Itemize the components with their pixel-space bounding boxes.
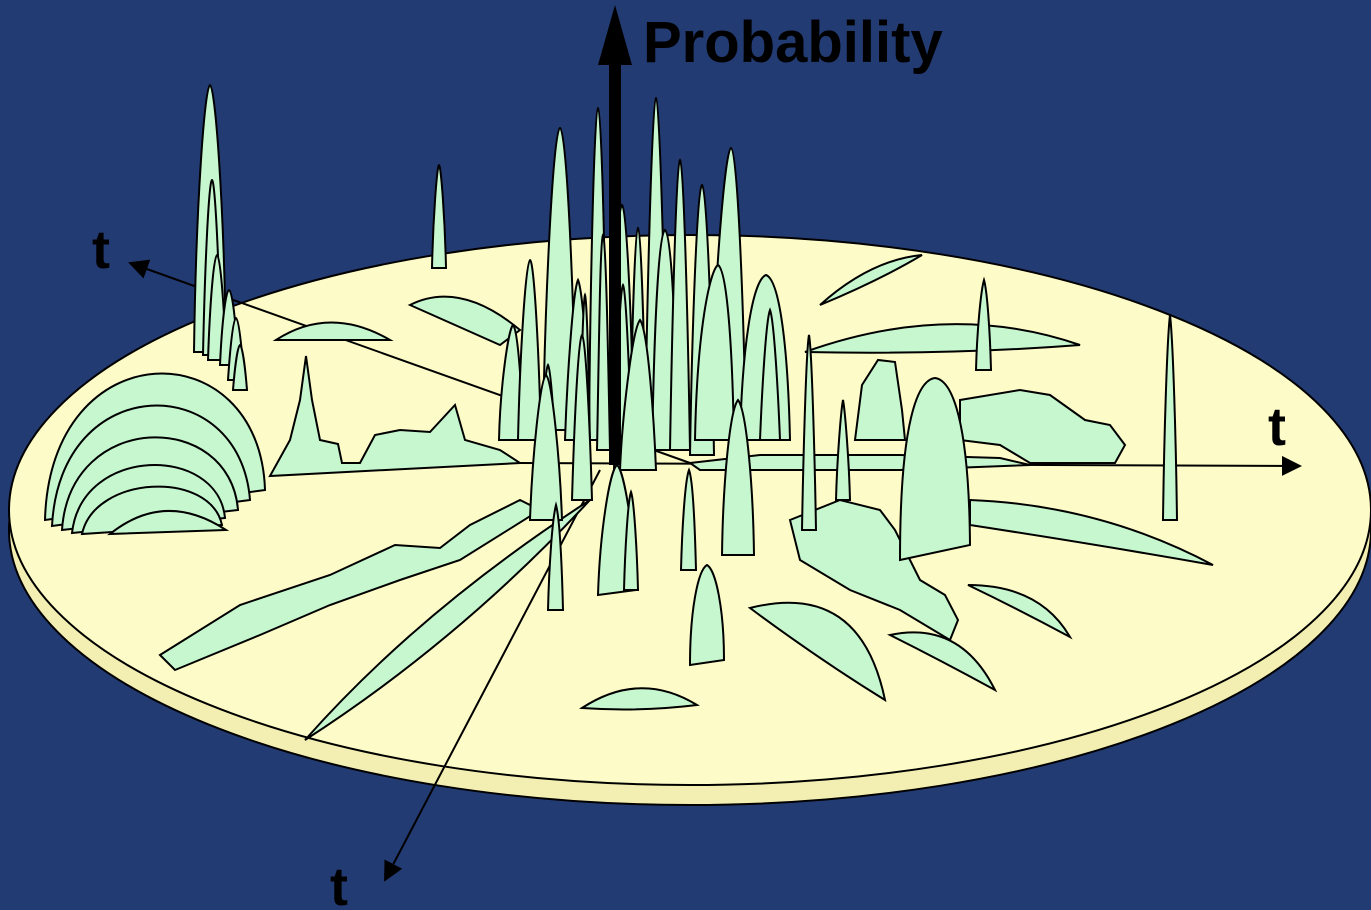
spike-c3 xyxy=(516,258,543,441)
spike-c14 xyxy=(693,263,736,441)
axis-label-right: t xyxy=(1268,397,1286,457)
blob-8 xyxy=(887,631,998,693)
blob-7 xyxy=(967,584,1073,640)
spike-c11 xyxy=(668,158,692,451)
blob-9 xyxy=(747,601,887,703)
spike-c27 xyxy=(1161,314,1179,521)
blob-2 xyxy=(407,295,522,347)
probability-axis xyxy=(598,5,632,465)
spike-c34 xyxy=(688,563,726,667)
spike-c26 xyxy=(974,276,993,371)
spike-c28 xyxy=(898,376,972,562)
blob-3 xyxy=(819,254,923,306)
blob-6 xyxy=(969,498,1214,566)
dome-6 xyxy=(107,510,230,536)
spike-l6 xyxy=(231,343,249,391)
spikes-left xyxy=(192,83,249,391)
spike-c33 xyxy=(546,501,565,611)
spike-c29 xyxy=(720,398,756,556)
axis-label-left: t xyxy=(92,220,110,280)
spike-c22 xyxy=(570,333,594,501)
spike-c21 xyxy=(528,373,564,521)
spike-c1 xyxy=(430,163,448,269)
blob-1 xyxy=(272,321,394,341)
blob-13 xyxy=(788,498,960,642)
spike-c25 xyxy=(834,399,852,501)
spike-c23 xyxy=(618,318,658,471)
blob-10 xyxy=(578,687,700,711)
blob-14 xyxy=(268,355,524,478)
spike-c32 xyxy=(622,489,640,591)
probability-axis-shaft xyxy=(609,55,621,465)
spike-c16 xyxy=(758,307,782,441)
probability-label: Probability xyxy=(643,10,943,75)
spike-c24 xyxy=(800,334,818,531)
blob-15 xyxy=(853,358,907,441)
spike-c30 xyxy=(679,467,698,571)
labels: Probability t t t xyxy=(92,10,1286,910)
axis-label-bottom: t xyxy=(330,857,348,910)
central-spikes xyxy=(430,96,1179,667)
spike-c18 xyxy=(595,233,612,451)
probability-axis-arrowhead xyxy=(598,5,632,65)
blob-5 xyxy=(959,388,1127,464)
flat-blobs xyxy=(158,254,1214,741)
blob-4 xyxy=(804,323,1081,354)
axis-line-bottom xyxy=(384,469,601,882)
domes-left xyxy=(43,372,267,536)
